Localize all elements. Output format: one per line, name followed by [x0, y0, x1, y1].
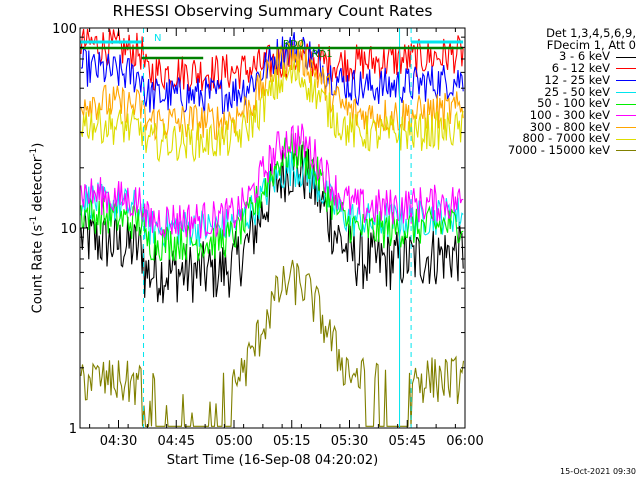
legend-swatch	[616, 56, 636, 58]
series-line-12-25-kev	[80, 32, 464, 115]
legend-entry-label: 3 - 6 keV	[559, 49, 610, 64]
x-tick-label-1: 04:45	[158, 434, 195, 449]
legend-header-line2: FDecim 1, Att 0	[546, 37, 636, 52]
legend-swatch	[616, 115, 636, 117]
y-tick-label-2: 100	[52, 22, 77, 37]
legend-entry: 300 - 800 keV	[474, 119, 636, 134]
x-tick-label-5: 05:45	[389, 434, 426, 449]
y-axis-label-part2: detector	[30, 156, 46, 216]
legend-swatch	[616, 103, 636, 105]
legend-rows: 3 - 6 keV 6 - 12 keV 12 - 25 keV 25 - 50 ke…	[474, 51, 636, 156]
legend-entry-label: 12 - 25 keV	[544, 72, 610, 87]
legend-entry-label: 100 - 300 keV	[529, 107, 610, 122]
legend-entry: 100 - 300 keV	[474, 107, 636, 122]
legend-header-line1: Det 1,3,4,5,6,9,	[546, 26, 636, 40]
legend-swatch	[616, 126, 636, 128]
legend: Det 1,3,4,5,6,9, FDecim 1, Att 0 3 - 6 k…	[474, 26, 636, 157]
y-axis-label-sup1: -1	[29, 215, 39, 225]
y-tick-label-1: 10	[60, 222, 77, 237]
chart-title: RHESSI Observing Summary Count Rates	[112, 2, 433, 20]
y-axis-label-part1: Count Rate (s	[30, 224, 46, 314]
flag-label-2: RD0	[283, 39, 304, 50]
series-line-7000-15000-kev	[80, 259, 465, 427]
y-axis-label-sup2: -1	[29, 147, 39, 157]
legend-entry-label: 300 - 800 keV	[529, 119, 610, 134]
x-tick-label-0: 04:30	[100, 434, 137, 449]
legend-entry: 6 - 12 keV	[474, 61, 636, 76]
legend-swatch	[616, 91, 636, 93]
legend-swatch	[616, 80, 636, 82]
legend-entry: 25 - 50 keV	[474, 84, 636, 99]
x-tick-label-3: 05:15	[273, 434, 310, 449]
y-axis-label-part3: )	[30, 142, 46, 148]
y-axis-label: Count Rate (s-1 detector-1)	[29, 128, 45, 328]
legend-entry-label: 50 - 100 keV	[537, 96, 610, 111]
flag-label-3: RD1	[312, 49, 333, 60]
x-tick-label-2: 05:00	[215, 434, 252, 449]
footer-timestamp: 15-Oct-2021 09:30	[560, 467, 636, 476]
legend-swatch	[616, 68, 636, 70]
legend-swatch	[616, 138, 636, 140]
x-tick-label-4: 05:30	[331, 434, 368, 449]
legend-entry-label: 800 - 7000 keV	[522, 131, 610, 146]
x-tick-label-6: 06:00	[446, 434, 483, 449]
legend-entry: 800 - 7000 keV	[474, 133, 636, 145]
legend-entry-label: 6 - 12 keV	[551, 61, 610, 76]
legend-entry: 3 - 6 keV	[474, 51, 636, 63]
legend-entry: 12 - 25 keV	[474, 72, 636, 87]
legend-entry-label: 25 - 50 keV	[544, 84, 610, 99]
legend-swatch	[616, 150, 636, 152]
legend-entry: 50 - 100 keV	[474, 98, 636, 110]
x-axis-label: Start Time (16-Sep-08 04:20:02)	[166, 453, 379, 468]
flag-label-0: N	[154, 33, 161, 44]
y-tick-label-0: 1	[69, 422, 77, 437]
legend-entry: 7000 - 15000 keV	[474, 143, 636, 158]
legend-entry-label: 7000 - 15000 keV	[507, 143, 610, 158]
